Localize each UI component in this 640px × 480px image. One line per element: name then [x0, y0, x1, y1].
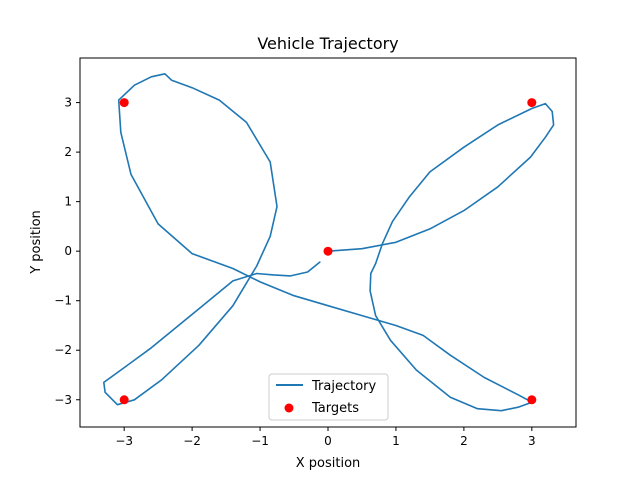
x-axis: −3 −2 −1 0 1 2 3 [115, 427, 536, 448]
y-tick-label: −2 [54, 343, 72, 357]
x-tick-label: −3 [115, 434, 133, 448]
y-tick-label: 1 [64, 195, 72, 209]
legend-label-trajectory: Trajectory [311, 379, 376, 394]
y-tick-label: 0 [64, 244, 72, 258]
trajectory-line [103, 73, 555, 412]
target-point [119, 98, 129, 108]
y-axis: −3 −2 −1 0 1 2 3 [54, 96, 80, 407]
target-point [119, 395, 129, 405]
x-tick-label: 0 [324, 434, 332, 448]
x-tick-label: −2 [183, 434, 201, 448]
legend: Trajectory Targets [268, 373, 389, 421]
legend-marker-swatch [284, 403, 294, 413]
y-tick-label: 2 [64, 145, 72, 159]
y-axis-label: Y position [29, 210, 44, 275]
y-tick-label: −3 [54, 393, 72, 407]
chart-title: Vehicle Trajectory [257, 34, 398, 53]
x-tick-label: −1 [251, 434, 269, 448]
plot-area [103, 73, 555, 412]
target-point [323, 246, 333, 256]
target-point [527, 98, 537, 108]
target-point [527, 395, 537, 405]
legend-label-targets: Targets [311, 401, 359, 416]
x-tick-label: 2 [460, 434, 468, 448]
x-axis-label: X position [296, 456, 361, 471]
y-tick-label: 3 [64, 96, 72, 110]
x-tick-label: 3 [528, 434, 536, 448]
y-tick-label: −1 [54, 294, 72, 308]
x-tick-label: 1 [392, 434, 400, 448]
